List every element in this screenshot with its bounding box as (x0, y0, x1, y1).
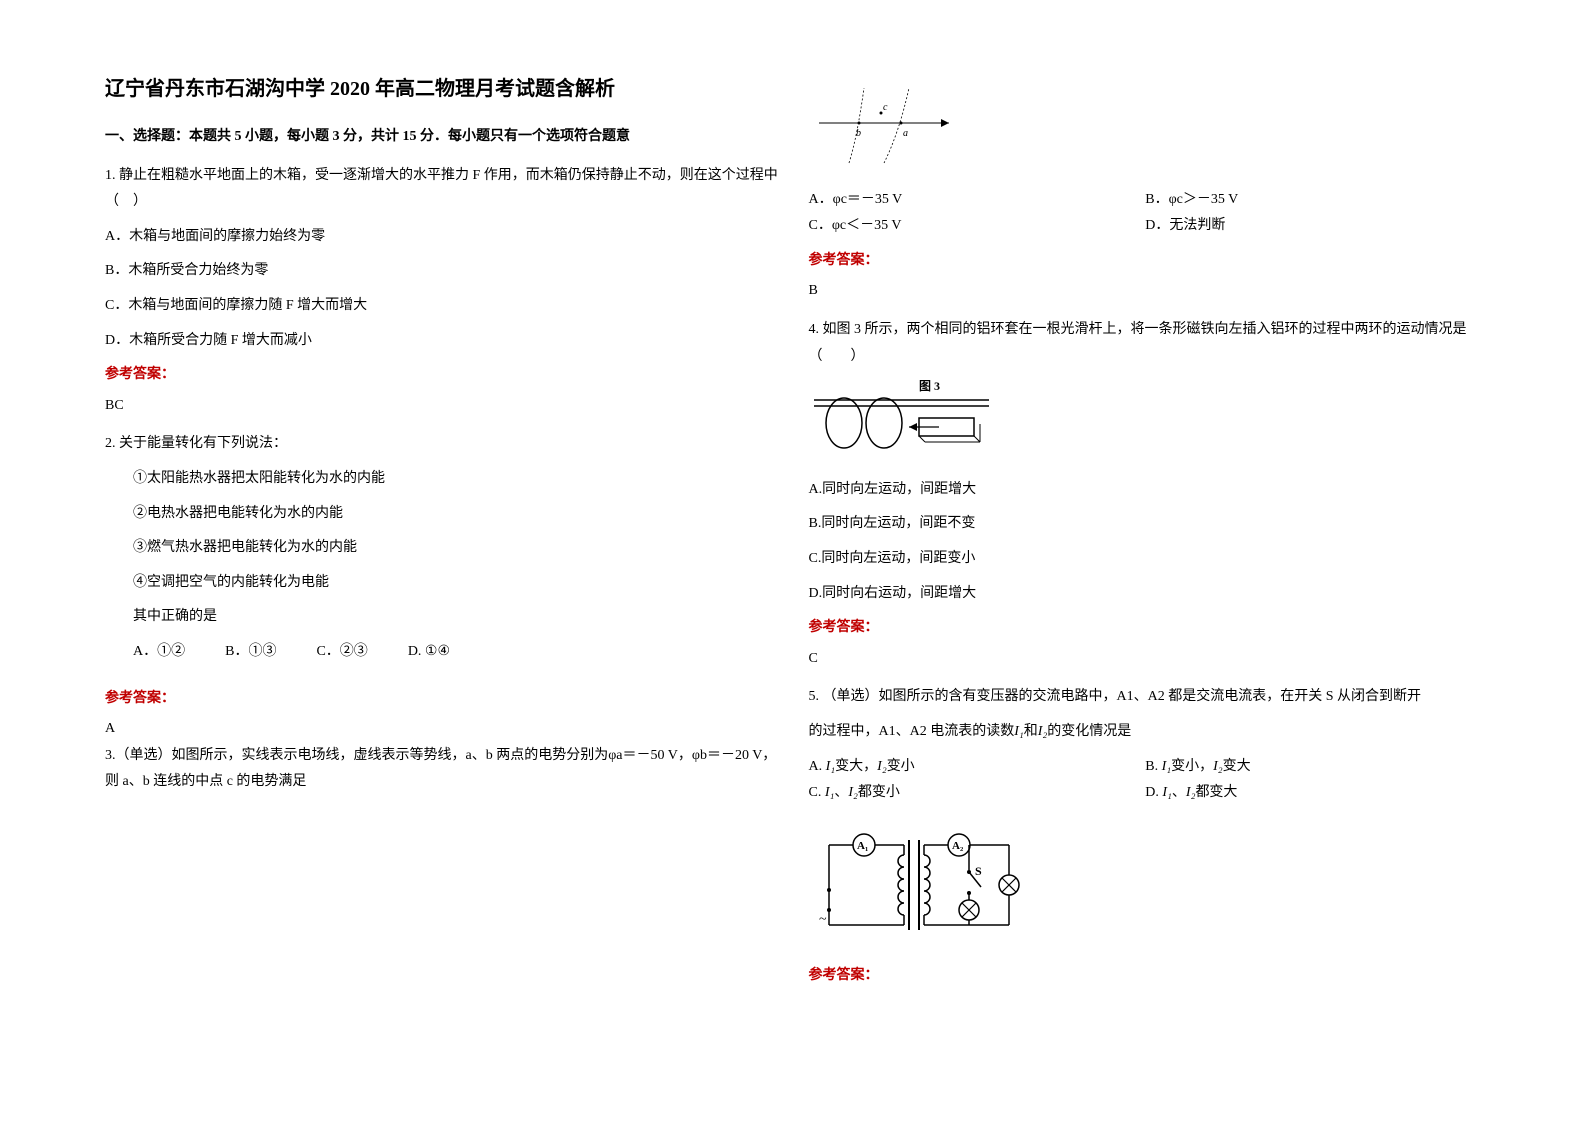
svg-text:c: c (883, 102, 888, 113)
q5-stem1: 5. （单选）如图所示的含有变压器的交流电路中，A1、A2 都是交流电流表，在开… (809, 684, 1483, 711)
q3-optA: A．φc＝－35 V (809, 187, 1146, 214)
q5-options-row1: A. I₁变大，I₂变小 B. I₁变小，I₂变大 (809, 754, 1483, 781)
left-column: 辽宁省丹东市石湖沟中学 2020 年高二物理月考试题含解析 一、选择题：本题共 … (90, 70, 794, 1052)
q2-options: A．①② B．①③ C．②③ D. ①④ (105, 639, 779, 666)
q5-optC: C. I₁、I₂都变小 (809, 780, 1146, 807)
q1-optB: B．木箱所受合力始终为零 (105, 258, 779, 285)
q2-answer: A (105, 716, 779, 743)
q1-optC: C．木箱与地面间的摩擦力随 F 增大而增大 (105, 293, 779, 320)
q5-options-row2: C. I₁、I₂都变小 D. I₁、I₂都变大 (809, 780, 1483, 807)
q2-optA: A．①② (133, 639, 185, 666)
q4-optD: D.同时向右运动，间距增大 (809, 581, 1483, 608)
q1-answer-label: 参考答案： (105, 362, 779, 389)
q2-s1: ①太阳能热水器把太阳能转化为水的内能 (105, 466, 779, 493)
svg-text:A₂: A₂ (952, 840, 964, 852)
q2-answer-label: 参考答案： (105, 686, 779, 713)
svg-text:S: S (975, 864, 982, 878)
page-title: 辽宁省丹东市石湖沟中学 2020 年高二物理月考试题含解析 (105, 70, 779, 108)
q4-answer-label: 参考答案： (809, 615, 1483, 642)
q2-stem: 2. 关于能量转化有下列说法： (105, 431, 779, 458)
q5-optB: B. I₁变小，I₂变大 (1145, 754, 1482, 781)
q4-stem: 4. 如图 3 所示，两个相同的铝环套在一根光滑杆上，将一条形磁铁向左插入铝环的… (809, 317, 1483, 370)
q5-figure: A₁ ~ A₂ (809, 815, 1483, 956)
q4-figure: 图 3 (809, 378, 1483, 469)
q3-stem: 3.（单选）如图所示，实线表示电场线，虚线表示等势线，a、b 两点的电势分别为φ… (105, 743, 779, 796)
q1-stem: 1. 静止在粗糙水平地面上的木箱，受一逐渐增大的水平推力 F 作用，而木箱仍保持… (105, 163, 779, 216)
q5-stem2: 的过程中，A1、A2 电流表的读数I₁和I₂的变化情况是 (809, 719, 1483, 746)
q5-optD: D. I₁、I₂都变大 (1145, 780, 1482, 807)
q3-answer-label: 参考答案： (809, 248, 1483, 275)
q3-answer: B (809, 278, 1483, 305)
svg-text:a: a (903, 128, 908, 139)
q3-optC: C．φc＜－35 V (809, 213, 1146, 240)
q4-optB: B.同时向左运动，间距不变 (809, 511, 1483, 538)
q5-answer-label: 参考答案： (809, 963, 1483, 990)
q3-figure: b c a (809, 78, 1483, 179)
q1-optA: A．木箱与地面间的摩擦力始终为零 (105, 224, 779, 251)
section-header: 一、选择题：本题共 5 小题，每小题 3 分，共计 15 分．每小题只有一个选项… (105, 124, 779, 151)
q4-fig-label: 图 3 (919, 379, 940, 393)
q3-optD: D．无法判断 (1145, 213, 1482, 240)
q4-optC: C.同时向左运动，间距变小 (809, 546, 1483, 573)
q2-optD: D. ①④ (408, 639, 450, 666)
svg-text:b: b (856, 128, 861, 139)
svg-text:~: ~ (819, 912, 827, 927)
q3-options: A．φc＝－35 V B．φc＞－35 V C．φc＜－35 V D．无法判断 (809, 187, 1483, 240)
right-column: b c a A．φc＝－35 V B．φc＞－35 V C．φc＜－35 V D… (794, 70, 1498, 1052)
q2-optC: C．②③ (316, 639, 367, 666)
q3-optB: B．φc＞－35 V (1145, 187, 1482, 214)
q4-answer: C (809, 646, 1483, 673)
q1-answer: BC (105, 393, 779, 420)
q2-optB: B．①③ (225, 639, 276, 666)
q2-s4: ④空调把空气的内能转化为电能 (105, 570, 779, 597)
q1-optD: D．木箱所受合力随 F 增大而减小 (105, 328, 779, 355)
svg-text:A₁: A₁ (857, 840, 868, 852)
q2-s5: 其中正确的是 (105, 604, 779, 631)
q2-s3: ③燃气热水器把电能转化为水的内能 (105, 535, 779, 562)
q2-s2: ②电热水器把电能转化为水的内能 (105, 501, 779, 528)
q4-optA: A.同时向左运动，间距增大 (809, 477, 1483, 504)
q5-optA: A. I₁变大，I₂变小 (809, 754, 1146, 781)
